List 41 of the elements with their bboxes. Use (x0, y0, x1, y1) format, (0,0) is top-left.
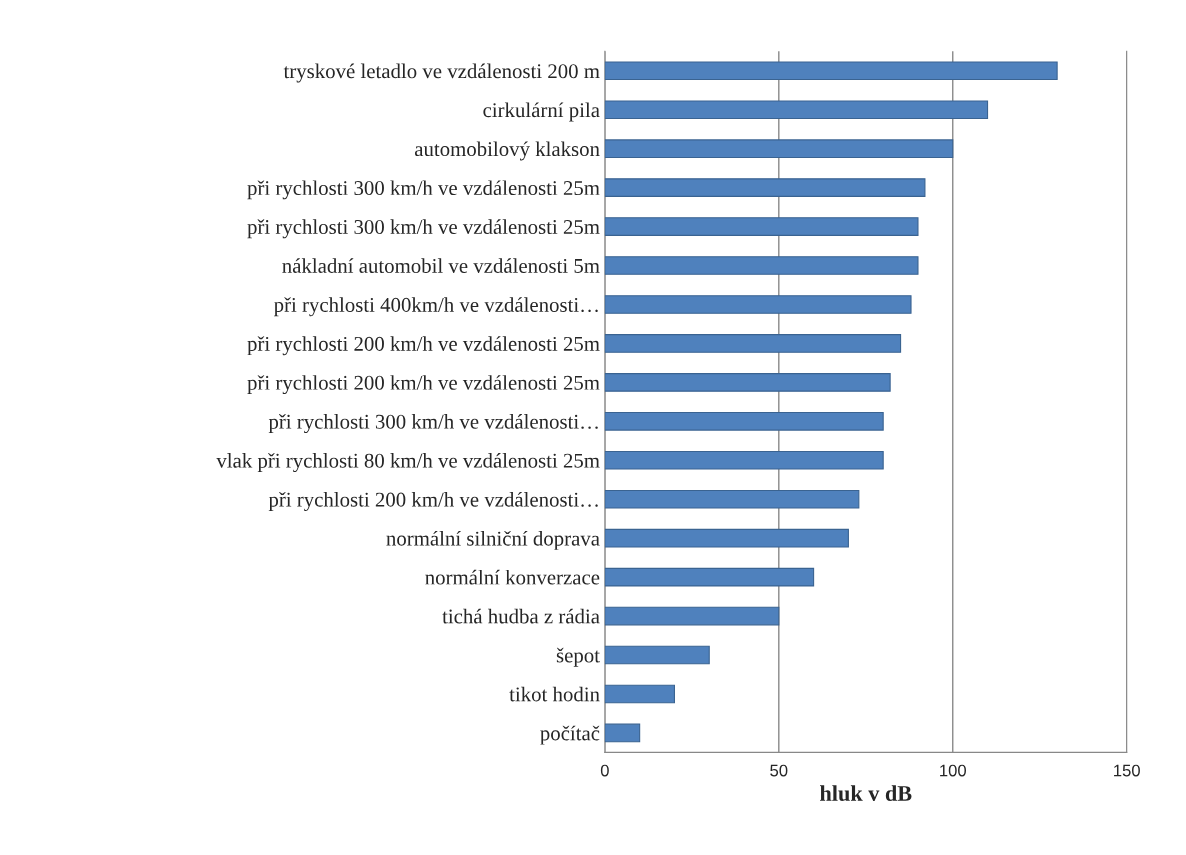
y-tick-label: při rychlosti 300 km/h ve vzdálenosti 25m (247, 219, 600, 239)
y-tick-label: nákladní automobil ve vzdálenosti 5m (282, 258, 600, 273)
bar (604, 334, 902, 353)
y-tick-label: při rychlosti 200 km/h ve vzdálenosti 25m (247, 336, 600, 356)
y-tick-label: tryskové letadlo ve vzdálenosti 200 m (283, 63, 600, 83)
y-tick-label: vlak při rychlosti 80 km/h ve vzdálenosti 25m (216, 453, 600, 473)
bar (604, 645, 710, 665)
bar (604, 295, 912, 314)
x-tick-label: 100 (940, 764, 967, 777)
y-tick-label: normální konverzace (425, 569, 600, 585)
bar (604, 528, 849, 548)
x-axis-title: hluk v dB (820, 785, 912, 801)
y-tick-label: automobilový klakson (414, 141, 600, 161)
x-tick-label: 150 (1114, 764, 1140, 777)
y-tick-label: cirkulární pila (483, 102, 600, 122)
bar (604, 139, 954, 158)
y-tick-label: při rychlosti 200 km/h ve vzdálenosti 25m (247, 375, 600, 395)
bar (604, 217, 919, 236)
bar (604, 256, 919, 275)
y-tick-label: počítač (540, 725, 600, 745)
bar (604, 100, 989, 120)
y-tick-label: tikot hodin (509, 686, 600, 702)
y-tick-label: tichá hudba z rádia (442, 608, 600, 624)
bar (604, 450, 884, 470)
y-tick-label: při rychlosti 300 km/h ve vzdálenosti 25m (247, 180, 600, 200)
bar (604, 373, 891, 392)
bar (604, 178, 926, 197)
bar (604, 412, 884, 431)
y-tick-label: při rychlosti 300 km/h ve vzdálenosti… (268, 414, 598, 434)
bar (604, 684, 675, 704)
bar (604, 567, 815, 587)
y-tick-label: při rychlosti 400km/h ve vzdálenosti… (274, 297, 598, 317)
y-tick-label: šepot (556, 647, 600, 667)
bar (604, 606, 780, 626)
bar (604, 489, 860, 509)
y-tick-label: normální silniční doprava (386, 530, 600, 550)
y-tick-label: při rychlosti 200 km/h ve vzdálenosti… (268, 491, 598, 511)
bar (604, 61, 1058, 81)
x-tick-label: 0 (600, 764, 609, 777)
bar (604, 723, 641, 743)
x-tick-label: 50 (770, 764, 788, 777)
